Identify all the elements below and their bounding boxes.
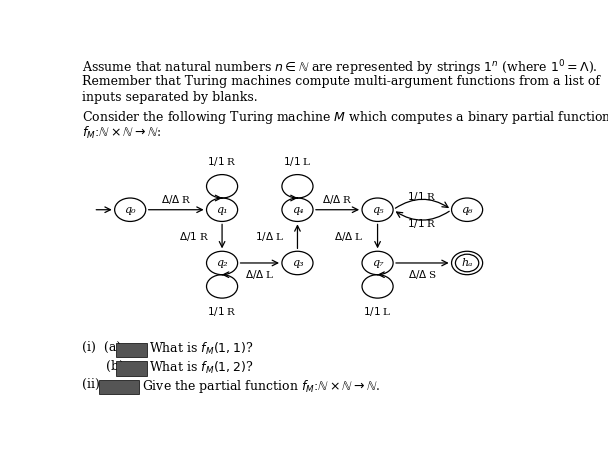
Text: $1/1$ R: $1/1$ R bbox=[407, 217, 437, 230]
Text: $\Delta/\Delta$ L: $\Delta/\Delta$ L bbox=[334, 230, 364, 243]
Text: $1/1$ L: $1/1$ L bbox=[363, 305, 392, 318]
Text: What is $f_M(1,2)$?: What is $f_M(1,2)$? bbox=[149, 360, 254, 376]
Text: q₀: q₀ bbox=[125, 205, 136, 215]
FancyBboxPatch shape bbox=[116, 343, 147, 357]
Text: q₃: q₃ bbox=[292, 258, 303, 268]
Text: What is $f_M(1,1)$?: What is $f_M(1,1)$? bbox=[149, 341, 254, 357]
Text: Remember that Turing machines compute multi-argument functions from a list of: Remember that Turing machines compute mu… bbox=[82, 75, 600, 88]
Text: $1/1$ R: $1/1$ R bbox=[207, 155, 237, 168]
Text: $\Delta/\Delta$ R: $\Delta/\Delta$ R bbox=[161, 193, 192, 206]
Text: q₇: q₇ bbox=[371, 258, 384, 268]
Text: $f_M\colon \mathbb{N} \times \mathbb{N} \rightarrow \mathbb{N}$:: $f_M\colon \mathbb{N} \times \mathbb{N} … bbox=[82, 125, 162, 142]
Text: Give the partial function $f_M\colon \mathbb{N} \times \mathbb{N} \rightarrow \m: Give the partial function $f_M\colon \ma… bbox=[142, 378, 380, 395]
Text: Assume that natural numbers $n \in \mathbb{N}$ are represented by strings $1^n$ : Assume that natural numbers $n \in \math… bbox=[82, 59, 598, 78]
Text: (i)  (a): (i) (a) bbox=[82, 341, 125, 354]
Text: q₅: q₅ bbox=[371, 205, 384, 215]
Text: q₂: q₂ bbox=[216, 258, 228, 268]
Text: (b): (b) bbox=[82, 360, 128, 372]
Text: $\Delta/\Delta$ L: $\Delta/\Delta$ L bbox=[245, 268, 275, 281]
FancyBboxPatch shape bbox=[116, 361, 147, 376]
Text: $\Delta/\Delta$ R: $\Delta/\Delta$ R bbox=[322, 193, 353, 206]
Text: $1/1$ R: $1/1$ R bbox=[407, 190, 437, 203]
Text: (ii): (ii) bbox=[82, 378, 104, 391]
Text: $\Delta/1$ R: $\Delta/1$ R bbox=[179, 230, 209, 243]
Text: inputs separated by blanks.: inputs separated by blanks. bbox=[82, 91, 258, 104]
Text: hₐ: hₐ bbox=[461, 258, 473, 268]
Text: Consider the following Turing machine $M$ which computes a binary partial functi: Consider the following Turing machine $M… bbox=[82, 109, 608, 126]
Text: $1/1$ L: $1/1$ L bbox=[283, 155, 312, 168]
FancyBboxPatch shape bbox=[98, 380, 139, 394]
Text: q₆: q₆ bbox=[461, 205, 473, 215]
Text: q₄: q₄ bbox=[292, 205, 303, 215]
Text: $1/1$ R: $1/1$ R bbox=[207, 305, 237, 318]
Text: q₁: q₁ bbox=[216, 205, 228, 215]
Text: $1/\Delta$ L: $1/\Delta$ L bbox=[255, 230, 284, 243]
Text: $\Delta/\Delta$ S: $\Delta/\Delta$ S bbox=[407, 268, 437, 281]
